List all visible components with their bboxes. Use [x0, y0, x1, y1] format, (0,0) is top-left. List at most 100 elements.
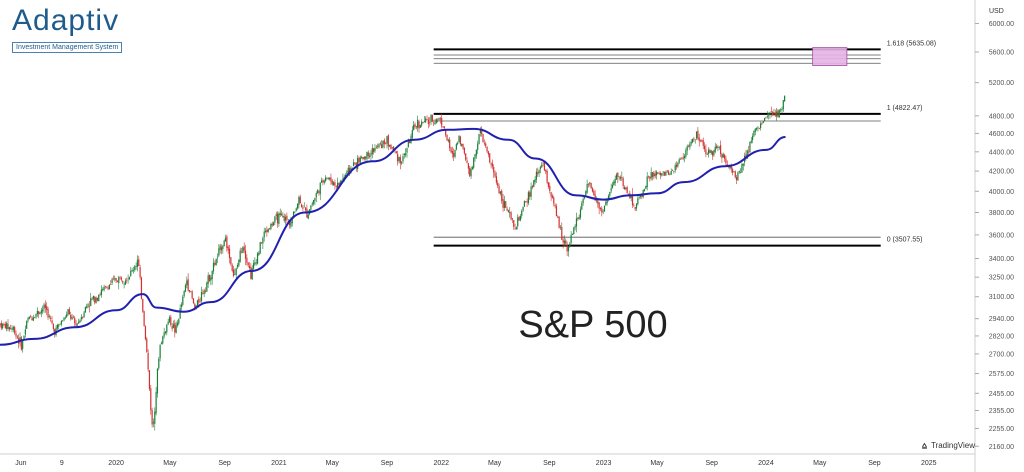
candle-body — [647, 176, 650, 177]
candle-body — [232, 269, 235, 277]
candle-body — [248, 266, 251, 269]
candle-body — [511, 218, 514, 220]
candle-body — [75, 322, 77, 326]
candle-body — [122, 281, 124, 283]
candle-body — [483, 143, 485, 145]
candle-body — [39, 312, 41, 315]
candle-body — [60, 321, 62, 325]
candle-body — [218, 248, 220, 256]
candle-body — [366, 151, 368, 160]
candle-body — [526, 201, 528, 203]
candle-body — [315, 193, 317, 198]
price-tick-label: 4800.00 — [989, 113, 1014, 120]
candle-body — [324, 177, 327, 182]
candle-body — [593, 190, 595, 196]
candle-body — [613, 181, 615, 186]
fibonacci-levels[interactable]: 1.618 (5635.08) 1 (4822.47) 0 (3507.55) — [433, 40, 936, 247]
candle-body — [204, 290, 207, 292]
candle-body — [142, 299, 144, 312]
candle-body — [781, 108, 783, 111]
candle-body — [467, 163, 469, 169]
candle-body — [546, 171, 548, 183]
candle-body — [542, 162, 544, 164]
candle-body — [56, 324, 58, 329]
candle-body — [522, 206, 524, 211]
candle-body — [509, 212, 511, 214]
candle-body — [760, 123, 762, 129]
candle-body — [705, 149, 707, 155]
time-tick-label: Sep — [381, 460, 394, 467]
time-tick-label: 2020 — [108, 460, 124, 467]
candle-body — [503, 200, 506, 208]
candle-body — [419, 125, 421, 128]
candle-body — [780, 109, 782, 111]
candle-body — [447, 139, 449, 142]
candle-body — [26, 320, 28, 329]
candle-body — [518, 216, 520, 221]
candle-body — [278, 213, 280, 225]
candle-body — [606, 199, 608, 204]
candle-body — [757, 127, 759, 129]
candle-body — [530, 186, 532, 197]
candle-body — [762, 121, 764, 124]
price-tick-label: 2575.00 — [989, 371, 1014, 378]
candle-body — [351, 167, 353, 169]
candle-body — [726, 164, 728, 167]
candle-body — [454, 149, 456, 157]
candle-body — [377, 146, 379, 147]
candle-body — [481, 128, 483, 135]
candle-body — [555, 206, 558, 216]
candle-body — [162, 336, 164, 344]
candle-body — [675, 164, 678, 167]
time-axis[interactable]: Jun 9 2020 May Sep 2021 May Sep 2022 May Sep 2023 Ma… — [15, 460, 936, 467]
candle-body — [691, 139, 694, 143]
candle-body — [659, 173, 662, 176]
candle-body — [651, 172, 654, 178]
candle-body — [547, 182, 550, 187]
candle-body — [182, 296, 184, 305]
candle-body — [733, 171, 735, 173]
candle-body — [236, 264, 239, 268]
price-tick-label: 2820.00 — [989, 333, 1014, 340]
candle-body — [63, 317, 65, 321]
candle-body — [506, 208, 508, 211]
candle-body — [290, 222, 292, 227]
candle-body — [770, 110, 772, 112]
candle-body — [104, 286, 107, 287]
candle-body — [666, 170, 668, 172]
candle-body — [332, 182, 335, 186]
candle-body — [685, 150, 687, 157]
candle-body — [12, 326, 14, 330]
candle-body — [565, 240, 567, 244]
candle-body — [19, 337, 21, 343]
candle-body — [631, 194, 634, 206]
candle-body — [267, 228, 269, 233]
candle-body — [152, 422, 155, 424]
candle-body — [434, 122, 436, 125]
candle-body — [271, 223, 273, 226]
candle-body — [421, 121, 423, 126]
candle-body — [557, 216, 559, 218]
candle-body — [637, 198, 639, 205]
candle-body — [462, 144, 464, 149]
candle-body — [477, 143, 479, 150]
candle-body — [756, 128, 758, 130]
fib-target-box — [812, 47, 848, 66]
candle-body — [510, 212, 512, 220]
candle-body — [15, 333, 17, 337]
time-tick-label: Sep — [218, 460, 231, 467]
candle-body — [541, 164, 543, 168]
candle-body — [116, 281, 119, 283]
candle-body — [215, 258, 217, 266]
candle-body — [268, 228, 271, 230]
candle-body — [433, 122, 435, 124]
candle-body — [322, 180, 324, 183]
price-axis[interactable]: 6000.00 5600.00 5200.00 4800.00 4600.00 4400.… — [975, 21, 1014, 451]
candle-body — [587, 184, 590, 185]
candle-body — [491, 163, 493, 167]
candle-body — [345, 174, 347, 178]
candle-body — [523, 201, 526, 207]
candle-body — [95, 297, 97, 303]
candle-body — [715, 146, 718, 148]
